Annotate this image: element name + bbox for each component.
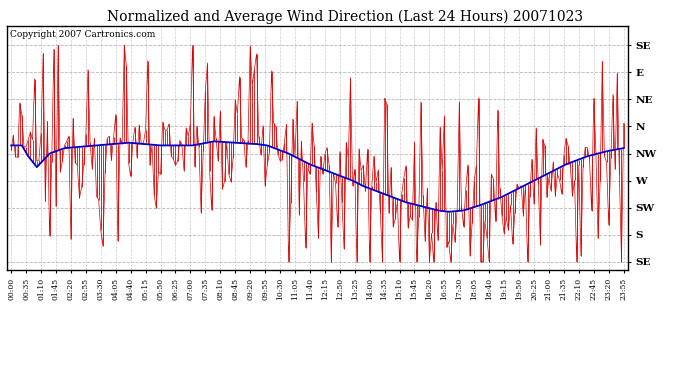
Text: Copyright 2007 Cartronics.com: Copyright 2007 Cartronics.com	[10, 30, 155, 39]
Text: Normalized and Average Wind Direction (Last 24 Hours) 20071023: Normalized and Average Wind Direction (L…	[107, 9, 583, 24]
